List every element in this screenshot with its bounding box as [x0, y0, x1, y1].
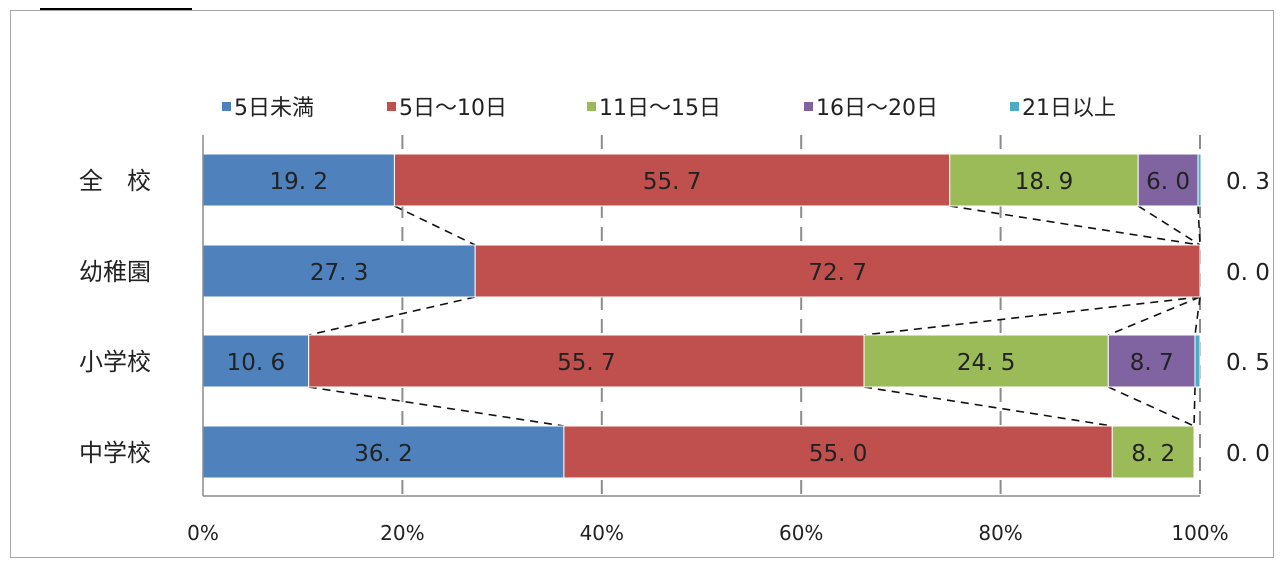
top-rule [40, 8, 192, 10]
x-tick-label: 20% [380, 521, 424, 545]
series-line [1107, 296, 1201, 336]
data-label: 0. 5 [1226, 350, 1270, 376]
bar-segment [202, 244, 476, 298]
data-label: 27. 3 [310, 260, 369, 286]
series-line [1137, 205, 1201, 246]
series-line [308, 386, 565, 427]
data-label: 19. 2 [269, 169, 328, 195]
bar-segment [202, 425, 565, 479]
series-line [308, 296, 476, 336]
bar-segment [308, 334, 865, 388]
data-label: 24. 5 [957, 350, 1016, 376]
x-tick-label: 40% [580, 521, 624, 545]
category-label: 小学校 [79, 348, 151, 376]
data-label: 36. 2 [354, 441, 413, 467]
series-line [1194, 296, 1201, 336]
x-tick-label: 80% [978, 521, 1022, 545]
data-label: 55. 7 [557, 350, 616, 376]
series-line [863, 386, 1113, 427]
data-label: 0. 3 [1226, 169, 1270, 195]
series-line [1193, 386, 1196, 427]
bar-segment [949, 153, 1139, 207]
series-line [394, 205, 476, 246]
bar-segment [474, 244, 1201, 298]
legend-swatch [587, 102, 596, 111]
bar-segment [1137, 153, 1199, 207]
x-tick-label: 60% [779, 521, 823, 545]
bars [202, 153, 1202, 479]
category-label: 幼稚園 [79, 258, 151, 286]
legend-label: 11日～15日 [599, 96, 721, 121]
series-line [863, 296, 1201, 336]
bar-segment [393, 153, 951, 207]
data-label: 55. 0 [809, 441, 868, 467]
legend-swatch [1010, 102, 1019, 111]
x-tick-label: 0% [187, 521, 219, 545]
bar-segment [1197, 153, 1202, 207]
series-line [1107, 386, 1195, 427]
data-label: 10. 6 [227, 350, 286, 376]
bar-segment [1194, 334, 1201, 388]
data-label: 72. 7 [808, 260, 867, 286]
legend: 5日未満 5日～10日 11日～15日 16日～20日 21日以上 [222, 96, 1116, 121]
legend-swatch [222, 102, 231, 111]
series-lines [308, 205, 1201, 427]
bar-segment [202, 334, 310, 388]
legend-label: 21日以上 [1022, 96, 1116, 121]
legend-label: 5日～10日 [399, 96, 507, 121]
data-label: 0. 0 [1226, 260, 1270, 286]
series-line [949, 205, 1201, 246]
legend-swatch [804, 102, 813, 111]
data-label: 8. 2 [1131, 441, 1175, 467]
data-label: 0. 0 [1226, 441, 1270, 467]
category-label: 中学校 [79, 439, 151, 467]
data-label: 8. 7 [1130, 350, 1174, 376]
series-line [1197, 205, 1201, 246]
legend-swatch [387, 102, 396, 111]
x-tick-label: 100% [1171, 521, 1228, 545]
bar-segment [1107, 334, 1196, 388]
bar-segment [1111, 425, 1195, 479]
data-label: 55. 7 [643, 169, 702, 195]
bar-segment [863, 334, 1109, 388]
legend-label: 5日未満 [234, 96, 314, 121]
data-label: 18. 9 [1015, 169, 1074, 195]
data-label: 6. 0 [1146, 169, 1190, 195]
data-labels: 19. 2 55. 7 18. 9 6. 0 0. 3 27. 3 72. 7 0. 0 10.… [227, 169, 1270, 467]
legend-label: 16日～20日 [816, 96, 938, 121]
category-label: 全 校 [79, 167, 151, 195]
